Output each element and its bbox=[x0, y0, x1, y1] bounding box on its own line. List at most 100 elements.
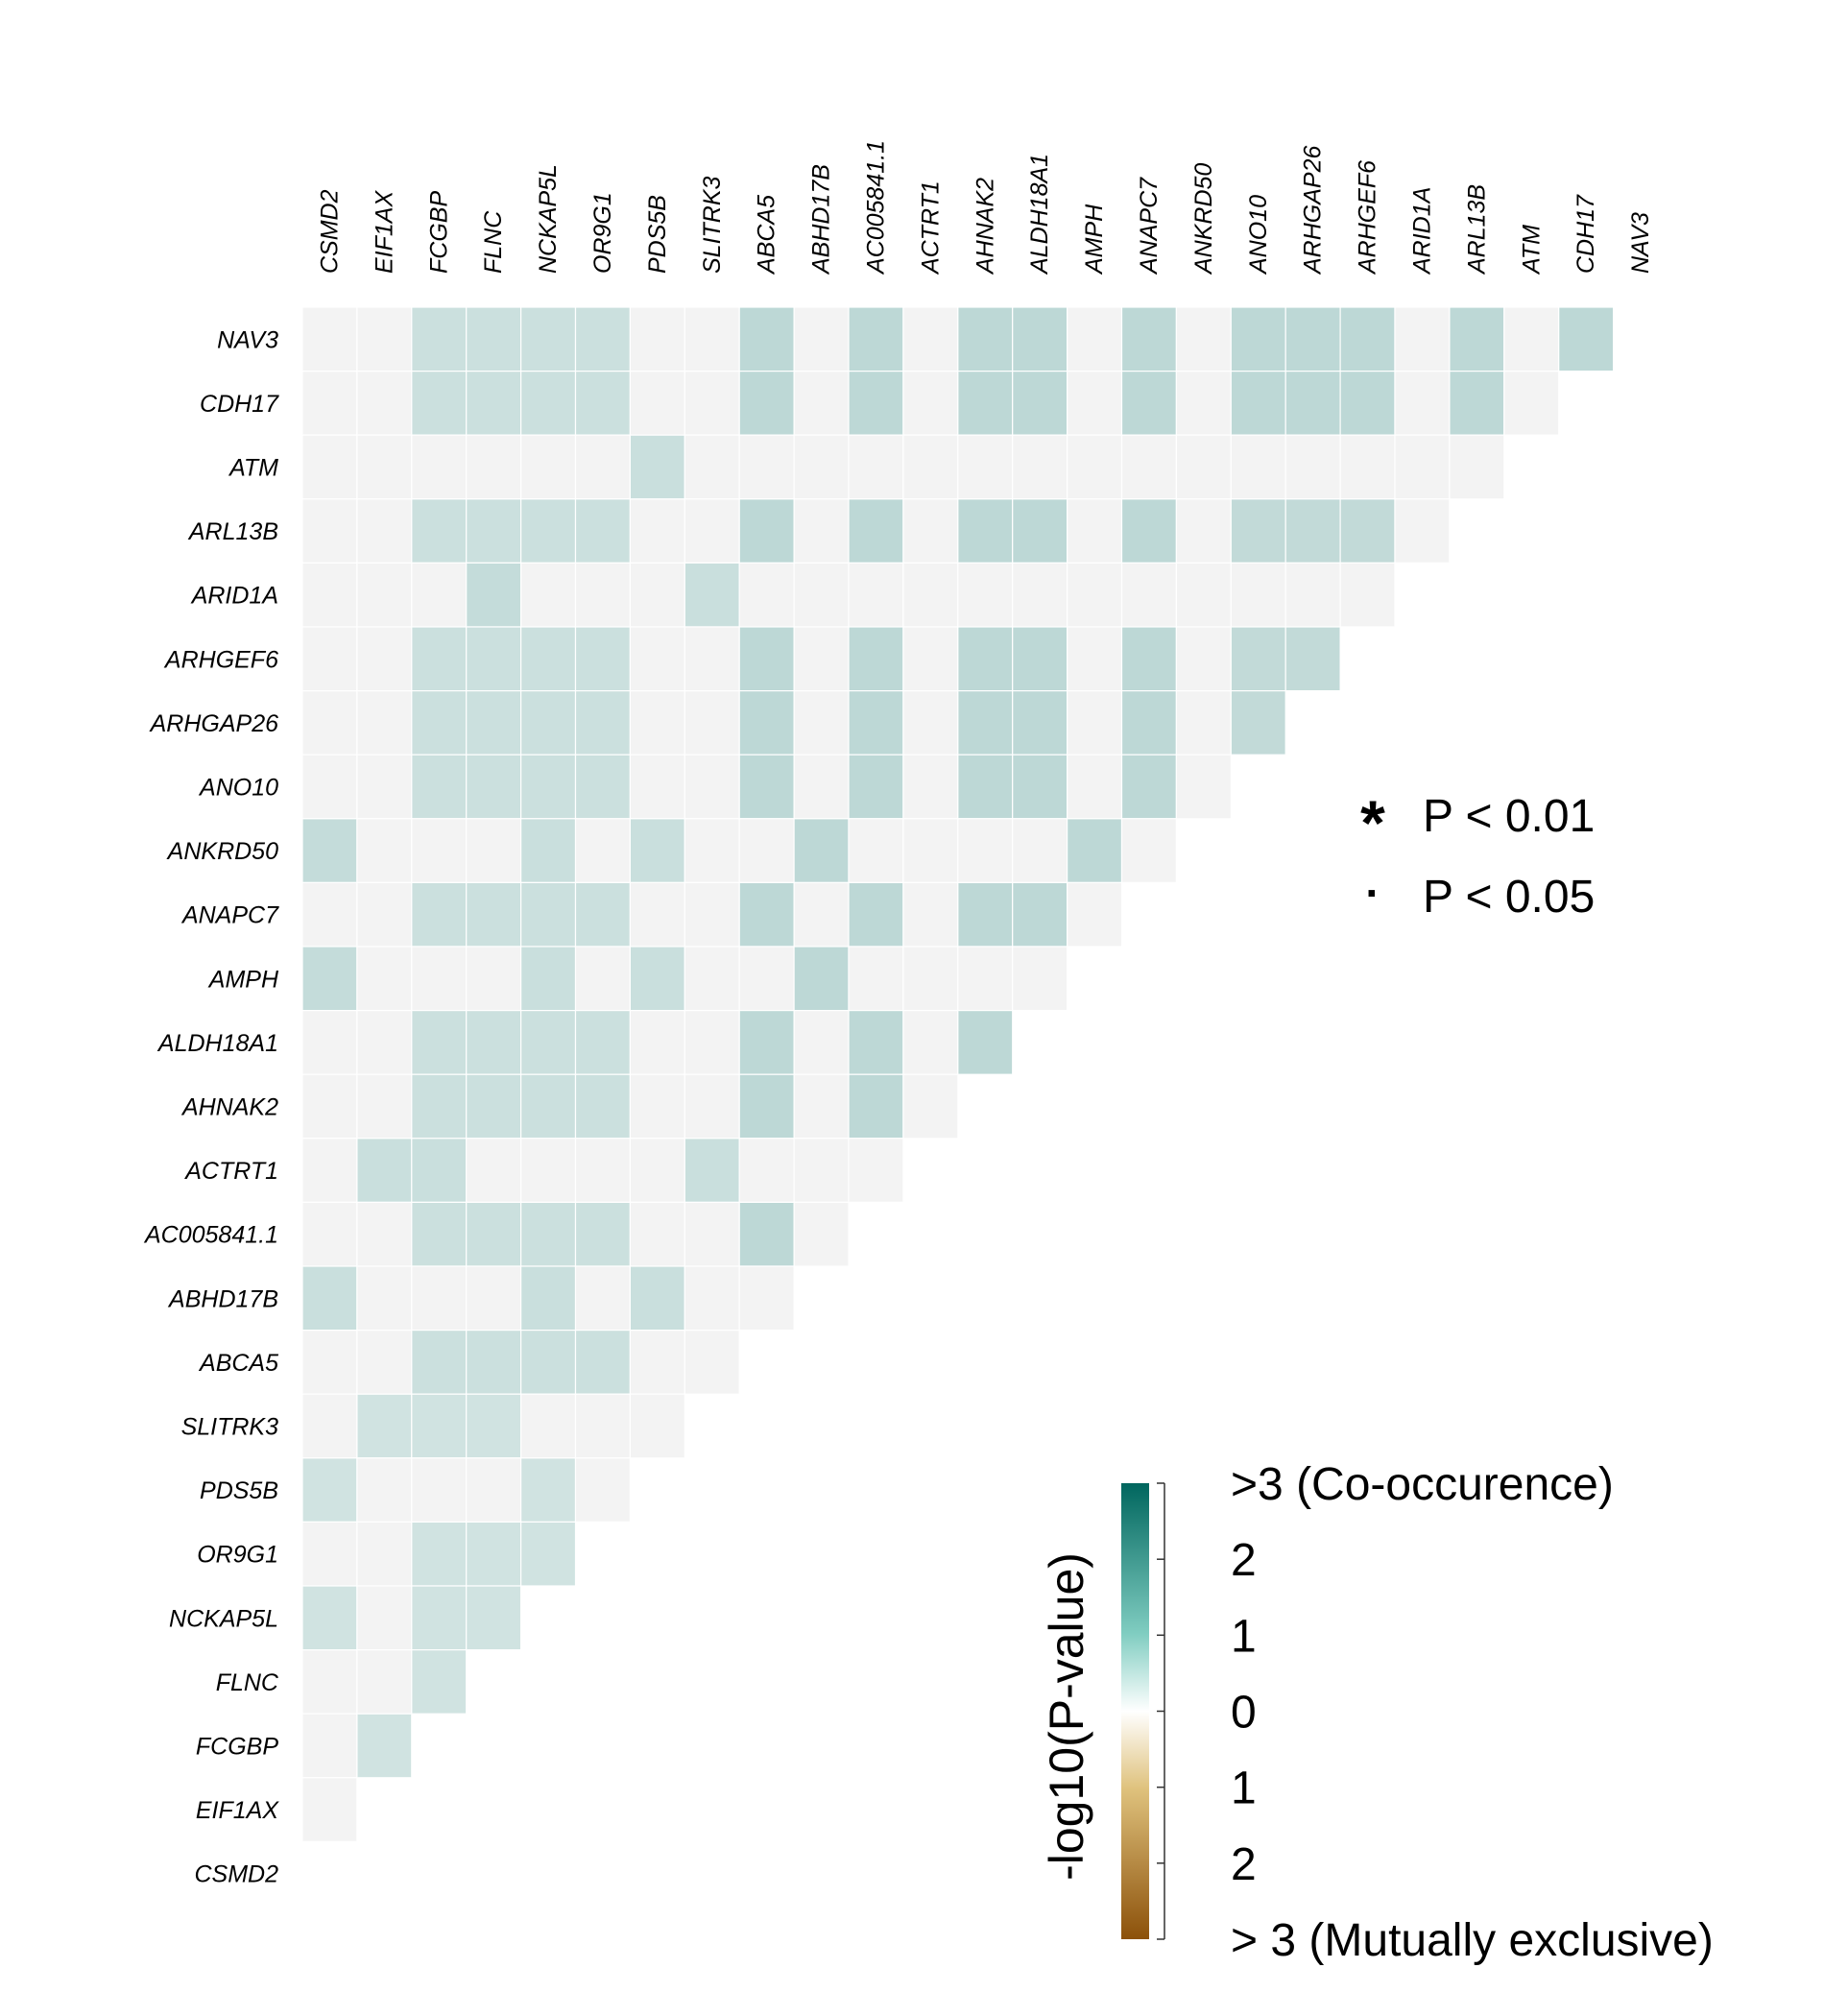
heatmap-cell-NAV3-OR9G1 bbox=[574, 306, 632, 372]
heatmap-cell-ARID1A-ARHGEF6 bbox=[1339, 562, 1396, 628]
heatmap-cell-CDH17-ANAPC7 bbox=[1120, 371, 1178, 436]
heatmap-cell-AHNAK2-SLITRK3 bbox=[684, 1073, 740, 1140]
heatmap-cell-ATM-AHNAK2 bbox=[957, 434, 1014, 500]
heatmap-cell-ARID1A-FCGBP bbox=[411, 562, 468, 628]
heatmap-cell-NAV3-ABCA5 bbox=[738, 306, 795, 372]
row-label: OR9G1 bbox=[197, 1542, 278, 1569]
heatmap-cell-PDS5B-EIF1AX bbox=[356, 1457, 413, 1524]
heatmap-cell-ARHGAP26-ALDH18A1 bbox=[1012, 689, 1068, 756]
heatmap-cell-ANO10-CSMD2 bbox=[301, 754, 358, 820]
heatmap-cell-NAV3-ARID1A bbox=[1394, 306, 1451, 372]
heatmap-cell-ANAPC7-SLITRK3 bbox=[684, 881, 740, 948]
heatmap-cell-ANKRD50-ABCA5 bbox=[738, 818, 795, 883]
heatmap-cell-NAV3-ARHGEF6 bbox=[1339, 306, 1396, 372]
heatmap-cell-ARHGAP26-ANKRD50 bbox=[1175, 689, 1232, 756]
heatmap-cell-ARL13B-FCGBP bbox=[411, 498, 468, 564]
heatmap-cell-ARL13B-NCKAP5L bbox=[519, 498, 577, 564]
column-label: ABHD17B bbox=[808, 164, 835, 276]
heatmap-cell-ALDH18A1-PDS5B bbox=[629, 1009, 685, 1075]
heatmap-cell-ARHGEF6-FLNC bbox=[466, 626, 522, 692]
heatmap-cell-ABCA5-OR9G1 bbox=[574, 1329, 632, 1395]
heatmap-cell-ARHGEF6-ARHGAP26 bbox=[1284, 626, 1341, 692]
row-label: AC005841.1 bbox=[143, 1222, 278, 1249]
heatmap-cell-ARL13B-ARHGEF6 bbox=[1339, 498, 1396, 564]
colorbar-tick-label: 2 bbox=[1231, 1839, 1257, 1890]
row-label: PDS5B bbox=[200, 1477, 278, 1504]
heatmap-cell-ANO10-AC005841.1 bbox=[848, 754, 904, 820]
heatmap-cell-AHNAK2-ACTRT1 bbox=[902, 1073, 959, 1140]
heatmap-cell-AHNAK2-ABHD17B bbox=[793, 1073, 850, 1140]
heatmap-cell-ANKRD50-ANAPC7 bbox=[1120, 818, 1178, 883]
heatmap-cell-NAV3-SLITRK3 bbox=[684, 306, 740, 372]
heatmap-cell-ANKRD50-NCKAP5L bbox=[519, 818, 577, 883]
heatmap-cell-AMPH-NCKAP5L bbox=[519, 946, 577, 1012]
colorbar-gradient bbox=[1121, 1483, 1149, 1939]
heatmap-cell-CDH17-ALDH18A1 bbox=[1012, 371, 1068, 436]
heatmap-cell-NAV3-CDH17 bbox=[1558, 306, 1615, 372]
row-label: ANO10 bbox=[198, 775, 278, 802]
heatmap-cell-PDS5B-FCGBP bbox=[411, 1457, 468, 1524]
heatmap-cell-OR9G1-FLNC bbox=[466, 1521, 522, 1587]
heatmap-cell-ARHGEF6-NCKAP5L bbox=[519, 626, 577, 692]
heatmap-cell-ARHGAP26-SLITRK3 bbox=[684, 689, 740, 756]
heatmap-cell-ARHGEF6-ABHD17B bbox=[793, 626, 850, 692]
heatmap-cell-AHNAK2-PDS5B bbox=[629, 1073, 685, 1140]
heatmap-cell-AMPH-FCGBP bbox=[411, 946, 468, 1012]
heatmap-cell-ARHGEF6-ABCA5 bbox=[738, 626, 795, 692]
heatmap-cell-ANO10-OR9G1 bbox=[574, 754, 632, 820]
heatmap-cell-AHNAK2-ABCA5 bbox=[738, 1073, 795, 1140]
colorbar-title: -log10(P-value) bbox=[1040, 1552, 1093, 1881]
heatmap-cell-ARHGEF6-PDS5B bbox=[629, 626, 685, 692]
heatmap-cell-ARHGAP26-ANAPC7 bbox=[1120, 689, 1178, 756]
heatmap-cell-ATM-NCKAP5L bbox=[519, 434, 577, 500]
heatmap-cell-PDS5B-FLNC bbox=[466, 1457, 522, 1524]
heatmap-cell-ARHGEF6-AHNAK2 bbox=[957, 626, 1014, 692]
heatmap-cell-ANO10-AMPH bbox=[1066, 754, 1123, 820]
heatmap-cell-ANKRD50-ALDH18A1 bbox=[1012, 818, 1068, 883]
heatmap-cell-CDH17-ACTRT1 bbox=[902, 371, 959, 436]
heatmap-cell-ARHGAP26-ANO10 bbox=[1230, 689, 1286, 756]
heatmap-cell-CDH17-ANO10 bbox=[1230, 371, 1286, 436]
heatmap-cell-ALDH18A1-NCKAP5L bbox=[519, 1009, 577, 1075]
heatmap-cell-AMPH-ALDH18A1 bbox=[1012, 946, 1068, 1012]
heatmap-cell-ACTRT1-CSMD2 bbox=[301, 1138, 358, 1204]
heatmap-cell-ARHGAP26-EIF1AX bbox=[356, 689, 413, 756]
heatmap-cell-CDH17-AC005841.1 bbox=[848, 371, 904, 436]
column-label: CSMD2 bbox=[316, 189, 343, 274]
column-label: CDH17 bbox=[1572, 194, 1599, 274]
heatmap-cell-ARL13B-AC005841.1 bbox=[848, 498, 904, 564]
row-label: ALDH18A1 bbox=[156, 1030, 278, 1057]
heatmap-cell-NAV3-ATM bbox=[1503, 306, 1560, 372]
heatmap-cell-AMPH-ABCA5 bbox=[738, 946, 795, 1012]
heatmap-cell-ALDH18A1-FLNC bbox=[466, 1009, 522, 1075]
column-label: SLITRK3 bbox=[699, 176, 726, 274]
row-label: ACTRT1 bbox=[183, 1158, 278, 1185]
row-label: CDH17 bbox=[200, 391, 279, 418]
heatmap-cell-ARID1A-ANO10 bbox=[1230, 562, 1286, 628]
heatmap-cell-ABHD17B-OR9G1 bbox=[574, 1265, 632, 1332]
heatmap-cell-ATM-EIF1AX bbox=[356, 434, 413, 500]
heatmap-cell-NCKAP5L-EIF1AX bbox=[356, 1585, 413, 1651]
column-label: ANAPC7 bbox=[1136, 177, 1163, 276]
row-label: AMPH bbox=[207, 966, 279, 993]
heatmap-cell-AHNAK2-NCKAP5L bbox=[519, 1073, 577, 1140]
heatmap-cell-ANKRD50-CSMD2 bbox=[301, 818, 358, 883]
heatmap-cell-ABCA5-NCKAP5L bbox=[519, 1329, 577, 1395]
heatmap-cell-CDH17-CSMD2 bbox=[301, 371, 358, 436]
heatmap-cell-ARHGEF6-FCGBP bbox=[411, 626, 468, 692]
heatmap-cell-ARHGEF6-ACTRT1 bbox=[902, 626, 959, 692]
heatmap-cell-AMPH-PDS5B bbox=[629, 946, 685, 1012]
heatmap-cell-ABHD17B-FLNC bbox=[466, 1265, 522, 1332]
heatmap-cell-NAV3-ANAPC7 bbox=[1120, 306, 1178, 372]
heatmap-cell-ARID1A-AHNAK2 bbox=[957, 562, 1014, 628]
heatmap-cell-ARHGEF6-CSMD2 bbox=[301, 626, 358, 692]
row-label: ARID1A bbox=[190, 583, 278, 610]
heatmap-cell-ATM-SLITRK3 bbox=[684, 434, 740, 500]
column-label: FLNC bbox=[480, 210, 507, 274]
heatmap-cell-OR9G1-FCGBP bbox=[411, 1521, 468, 1587]
heatmap-cell-ARL13B-SLITRK3 bbox=[684, 498, 740, 564]
heatmap-cell-NAV3-AC005841.1 bbox=[848, 306, 904, 372]
heatmap-cell-CDH17-NCKAP5L bbox=[519, 371, 577, 436]
column-label: ANKRD50 bbox=[1190, 163, 1217, 276]
heatmap-cell-ABCA5-CSMD2 bbox=[301, 1329, 358, 1395]
